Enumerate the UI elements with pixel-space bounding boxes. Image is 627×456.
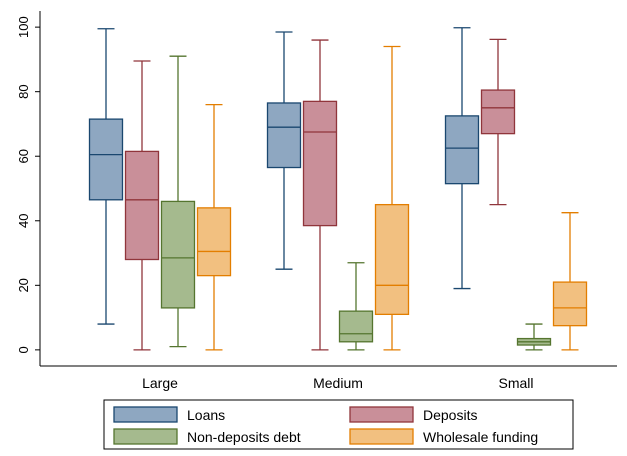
box-wholesale-funding-small <box>552 212 588 351</box>
legend-label: Loans <box>187 407 225 423</box>
legend: Loans Deposits Non-deposits debt Wholesale … <box>103 399 574 450</box>
iqr-box <box>480 89 516 135</box>
legend-swatch <box>349 406 414 423</box>
box-deposits-large <box>124 60 160 351</box>
iqr-box <box>196 207 232 277</box>
iqr-box <box>338 310 374 343</box>
legend-item-non-deposits-debt: Non-deposits debt <box>113 428 301 445</box>
iqr-box <box>266 102 302 169</box>
plot-area <box>88 27 588 351</box>
y-tick-label: 100 <box>16 16 31 38</box>
y-tick-label: 60 <box>16 149 31 163</box>
y-tick-label: 0 <box>16 346 31 353</box>
y-tick-label: 40 <box>16 214 31 228</box>
iqr-box <box>124 150 160 261</box>
legend-swatch <box>113 428 178 445</box>
box-non-deposits-debt-large <box>160 55 196 348</box>
y-tick-label: 80 <box>16 84 31 98</box>
legend-frame <box>103 399 574 450</box>
x-tick-label-medium: Medium <box>313 375 363 391</box>
box-loans-large <box>88 28 124 325</box>
legend-item-loans: Loans <box>113 406 225 423</box>
box-deposits-small <box>480 38 516 206</box>
iqr-box <box>88 118 124 201</box>
box-non-deposits-debt-small <box>516 323 552 351</box>
box-non-deposits-debt-medium <box>338 262 374 351</box>
legend-item-deposits: Deposits <box>349 406 477 423</box>
box-loans-medium <box>266 31 302 270</box>
x-tick-label-large: Large <box>142 375 178 391</box>
legend-label: Non-deposits debt <box>187 429 301 445</box>
x-tick-label-small: Small <box>498 375 533 391</box>
legend-label: Wholesale funding <box>423 429 538 445</box>
iqr-box <box>302 100 338 227</box>
legend-label: Deposits <box>423 407 477 423</box>
legend-swatch <box>113 406 178 423</box>
box-wholesale-funding-medium <box>374 45 410 351</box>
legend-swatch <box>349 428 414 445</box>
iqr-box <box>374 203 410 316</box>
box-deposits-medium <box>302 39 338 351</box>
iqr-box <box>444 115 480 185</box>
box-loans-small <box>444 27 480 290</box>
axes: 0 20 40 60 80 100 Large Medium Small <box>16 11 617 391</box>
y-tick-label: 20 <box>16 278 31 292</box>
legend-item-wholesale-funding: Wholesale funding <box>349 428 538 445</box>
iqr-box <box>552 281 588 327</box>
iqr-box <box>160 200 196 309</box>
box-wholesale-funding-large <box>196 103 232 351</box>
